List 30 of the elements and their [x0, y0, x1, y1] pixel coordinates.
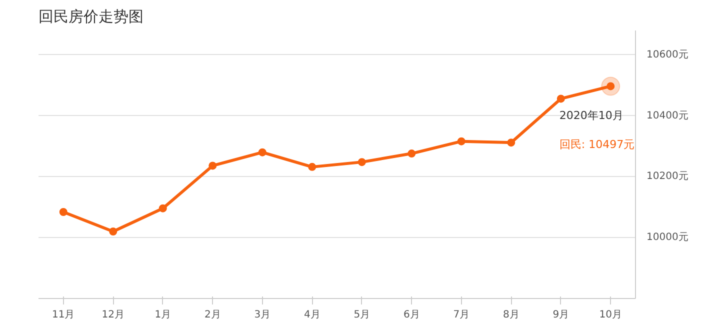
x-tick-label: 9月 [552, 310, 570, 320]
point [158, 204, 167, 212]
x-tick-label: 2月 [204, 310, 221, 320]
point [59, 208, 68, 216]
point [109, 228, 118, 236]
x-tick-label: 7月 [453, 310, 470, 320]
x-tick-label: 5月 [354, 310, 370, 320]
x-tick-label: 10月 [599, 310, 622, 320]
y-tick-label: 10000元 [646, 232, 688, 244]
chart-title: 回民房价走势图 [38, 8, 144, 26]
x-tick-label: 6月 [403, 310, 420, 320]
point [258, 148, 266, 156]
y-tick-label: 10200元 [646, 171, 688, 182]
point [556, 94, 565, 103]
annotation: 回民: 10497元 [559, 138, 635, 152]
point [507, 138, 516, 147]
x-tick-label: 4月 [304, 310, 320, 320]
point [358, 158, 366, 166]
point [457, 137, 466, 146]
annotation: 2020年10月 [559, 109, 624, 122]
x-tick-label: 1月 [154, 310, 172, 320]
x-tick-label: 8月 [502, 310, 520, 320]
y-tick-label: 10600元 [646, 49, 688, 60]
y-tick-label: 10400元 [646, 110, 688, 122]
point [408, 150, 416, 158]
x-tick-label: 12月 [102, 310, 124, 320]
point [208, 162, 217, 170]
point [308, 162, 316, 171]
x-tick-label: 3月 [254, 310, 271, 320]
x-tick-label: 11月 [52, 310, 75, 320]
